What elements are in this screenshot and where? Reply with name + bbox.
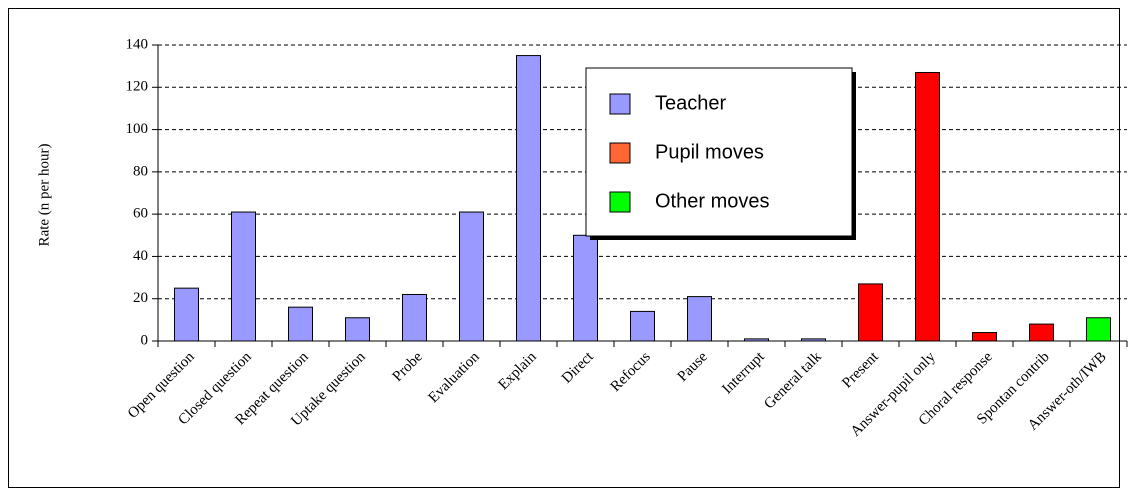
bar bbox=[1086, 317, 1111, 342]
y-tick-label: 80 bbox=[133, 163, 148, 179]
bar bbox=[630, 310, 655, 342]
bar bbox=[288, 306, 313, 342]
bar bbox=[915, 71, 940, 342]
y-tick-label: 0 bbox=[141, 332, 149, 348]
bar bbox=[516, 55, 541, 342]
bar bbox=[402, 293, 427, 342]
y-tick-label: 140 bbox=[126, 36, 149, 52]
y-tick-label: 40 bbox=[133, 248, 148, 264]
legend-label: Other moves bbox=[655, 190, 769, 212]
bar bbox=[687, 296, 712, 342]
legend-swatch bbox=[609, 142, 631, 164]
legend-label: Pupil moves bbox=[655, 141, 764, 163]
legend-swatch bbox=[609, 191, 631, 213]
bar bbox=[174, 287, 199, 342]
bar bbox=[459, 211, 484, 342]
y-tick-label: 20 bbox=[133, 290, 148, 306]
bar bbox=[858, 283, 883, 342]
bar bbox=[801, 338, 826, 342]
bar bbox=[972, 332, 997, 342]
legend-swatch bbox=[609, 93, 631, 115]
bar bbox=[1029, 323, 1054, 342]
bar bbox=[345, 317, 370, 342]
y-tick-label: 120 bbox=[126, 79, 149, 95]
bar bbox=[231, 211, 256, 342]
legend-label: Teacher bbox=[655, 92, 726, 114]
bar bbox=[573, 234, 598, 342]
chart-frame bbox=[8, 8, 1120, 488]
bar bbox=[744, 338, 769, 342]
y-axis-label: Rate (n per hour) bbox=[36, 144, 52, 247]
y-tick-label: 60 bbox=[133, 206, 148, 222]
y-tick-label: 100 bbox=[126, 121, 149, 137]
